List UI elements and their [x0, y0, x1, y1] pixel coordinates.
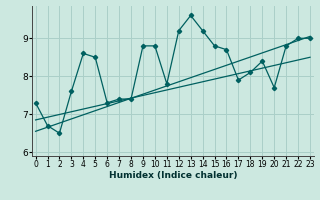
X-axis label: Humidex (Indice chaleur): Humidex (Indice chaleur) — [108, 171, 237, 180]
